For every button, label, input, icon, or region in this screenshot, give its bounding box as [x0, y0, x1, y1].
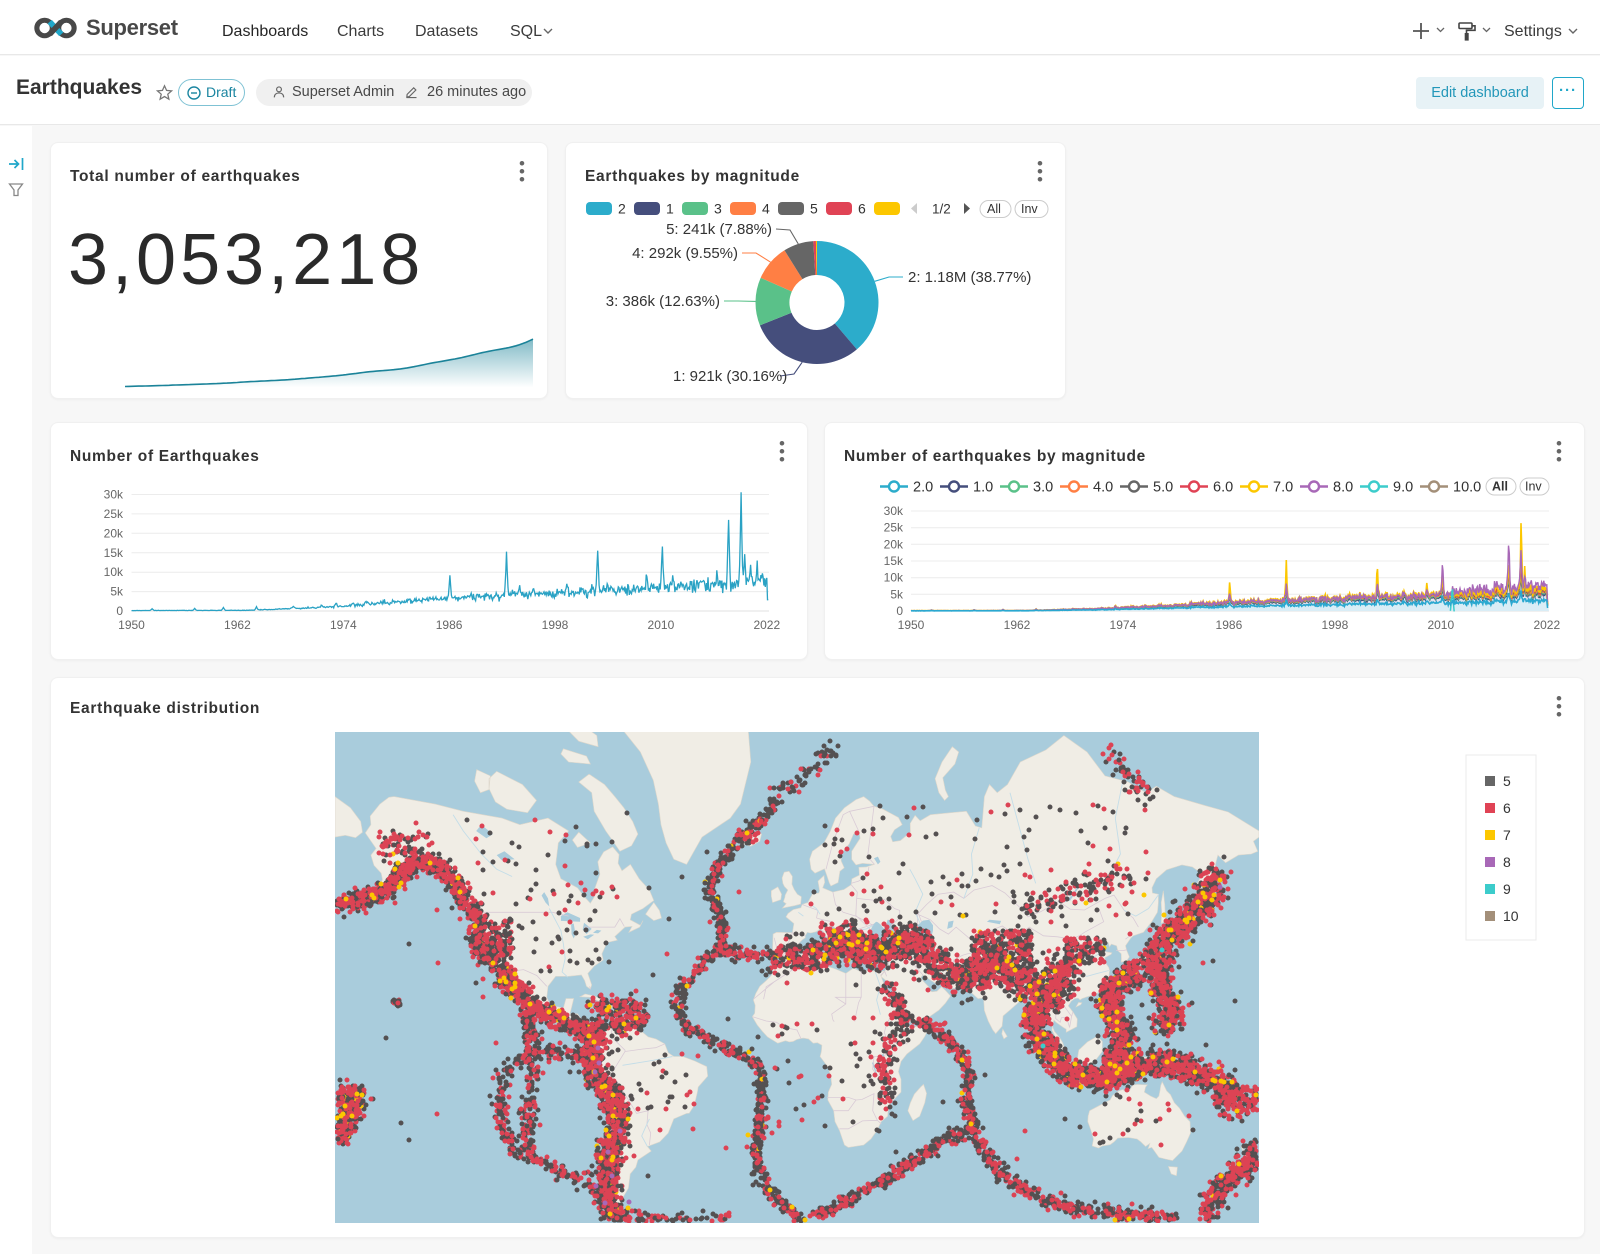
svg-text:2022: 2022 — [753, 618, 780, 632]
svg-text:1962: 1962 — [1004, 618, 1031, 632]
svg-text:3.0: 3.0 — [1033, 480, 1053, 496]
svg-text:10.0: 10.0 — [1453, 480, 1481, 496]
svg-text:15k: 15k — [104, 546, 124, 560]
svg-text:1.0: 1.0 — [973, 480, 993, 496]
svg-text:25k: 25k — [884, 521, 904, 535]
svg-text:2: 2 — [618, 201, 626, 217]
svg-text:8.0: 8.0 — [1333, 480, 1353, 496]
svg-text:5: 5 — [810, 201, 818, 217]
svg-text:4: 4 — [762, 201, 770, 217]
svg-text:5: 5 — [1503, 773, 1511, 789]
svg-text:1: 1 — [666, 201, 674, 217]
svg-text:3: 386k (12.63%): 3: 386k (12.63%) — [606, 293, 720, 310]
svg-text:Inv: Inv — [1021, 202, 1038, 216]
svg-text:1962: 1962 — [224, 618, 251, 632]
svg-text:9: 9 — [1503, 881, 1511, 897]
svg-text:2010: 2010 — [1427, 618, 1454, 632]
svg-text:5: 241k (7.88%): 5: 241k (7.88%) — [666, 221, 772, 238]
svg-text:9.0: 9.0 — [1393, 480, 1413, 496]
svg-text:8: 8 — [1503, 854, 1511, 870]
svg-text:15k: 15k — [884, 554, 904, 568]
svg-text:30k: 30k — [104, 488, 124, 502]
svg-text:5k: 5k — [110, 585, 124, 599]
svg-text:10k: 10k — [884, 571, 904, 585]
svg-text:2.0: 2.0 — [913, 480, 933, 496]
svg-text:25k: 25k — [104, 507, 124, 521]
svg-text:1: 921k (30.16%): 1: 921k (30.16%) — [673, 368, 787, 385]
svg-text:1986: 1986 — [436, 618, 463, 632]
svg-text:4.0: 4.0 — [1093, 480, 1113, 496]
svg-text:30k: 30k — [884, 504, 904, 518]
svg-text:10: 10 — [1503, 908, 1519, 924]
svg-text:2010: 2010 — [648, 618, 675, 632]
svg-text:7.0: 7.0 — [1273, 480, 1293, 496]
svg-text:5.0: 5.0 — [1153, 480, 1173, 496]
svg-text:1998: 1998 — [542, 618, 569, 632]
svg-text:10k: 10k — [104, 565, 124, 579]
svg-text:5k: 5k — [890, 587, 904, 601]
svg-text:2022: 2022 — [1533, 618, 1560, 632]
svg-text:1/2: 1/2 — [932, 202, 951, 217]
svg-text:1950: 1950 — [898, 618, 925, 632]
svg-text:20k: 20k — [104, 526, 124, 540]
svg-text:7: 7 — [1503, 827, 1511, 843]
svg-text:Inv: Inv — [1525, 480, 1542, 494]
svg-text:1986: 1986 — [1216, 618, 1243, 632]
svg-text:6: 6 — [858, 201, 866, 217]
svg-text:0: 0 — [896, 604, 903, 618]
svg-text:1998: 1998 — [1322, 618, 1349, 632]
svg-text:6: 6 — [1503, 800, 1511, 816]
svg-text:0: 0 — [116, 604, 123, 618]
svg-text:20k: 20k — [884, 537, 904, 551]
svg-text:6.0: 6.0 — [1213, 480, 1233, 496]
svg-text:1974: 1974 — [330, 618, 357, 632]
svg-text:2: 1.18M (38.77%): 2: 1.18M (38.77%) — [908, 269, 1031, 286]
svg-text:1974: 1974 — [1110, 618, 1137, 632]
svg-text:3: 3 — [714, 201, 722, 217]
svg-text:All: All — [987, 202, 1001, 216]
svg-text:1950: 1950 — [118, 618, 145, 632]
svg-text:4: 292k (9.55%): 4: 292k (9.55%) — [632, 245, 738, 262]
svg-text:All: All — [1492, 480, 1508, 494]
